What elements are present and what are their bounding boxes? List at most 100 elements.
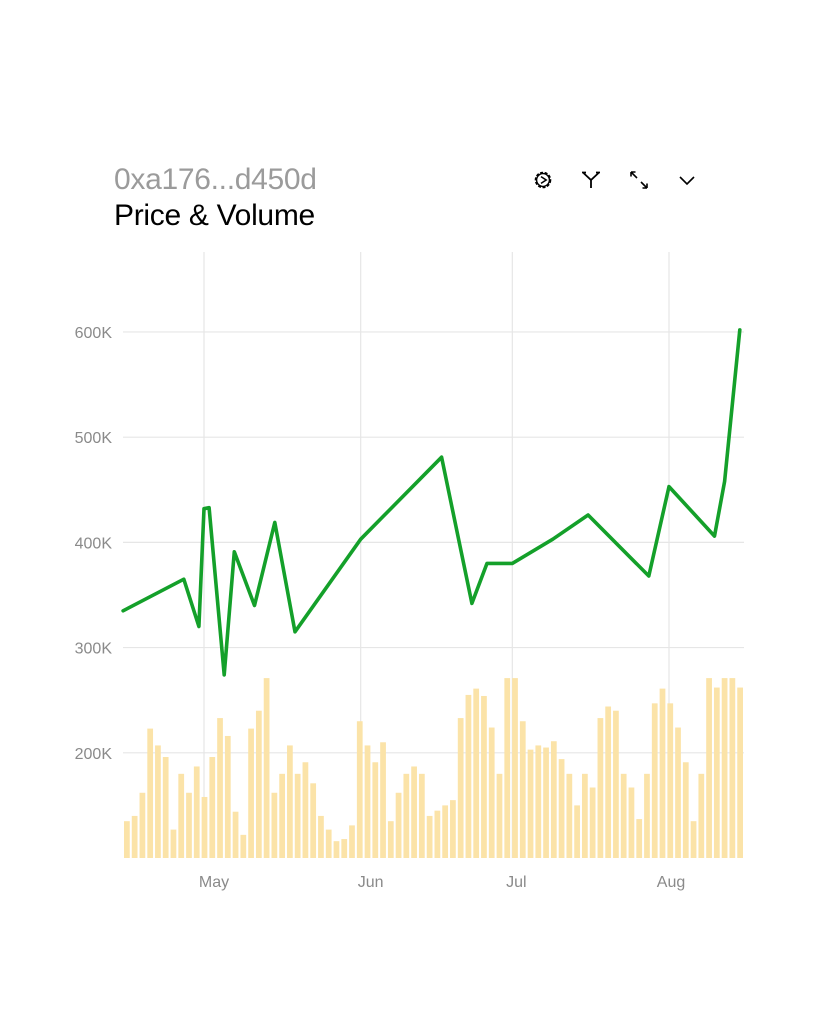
volume-bar: [706, 678, 712, 858]
settings-icon: [534, 171, 552, 189]
volume-bar: [380, 742, 386, 858]
volume-bar: [628, 787, 635, 858]
volume-bar: [302, 762, 309, 858]
volume-bar: [465, 694, 472, 858]
x-tick-label: Jun: [358, 874, 384, 891]
volume-bar: [395, 792, 402, 858]
volume-bar: [411, 766, 417, 858]
volume-bar: [713, 687, 720, 858]
volume-bar: [644, 773, 650, 858]
volume-bar: [558, 759, 565, 858]
y-tick-label: 600K: [75, 325, 113, 342]
expand-icon: [630, 171, 648, 189]
volume-bar: [294, 773, 301, 858]
volume-bar: [605, 706, 612, 858]
volume-bar: [333, 841, 340, 858]
volume-bar: [155, 745, 161, 858]
volume-bar: [721, 678, 728, 858]
volume-bar: [543, 747, 549, 858]
y-tick-label: 300K: [75, 641, 113, 658]
volume-bar: [519, 721, 526, 858]
volume-bar: [232, 811, 239, 858]
volume-bar: [271, 792, 278, 858]
volume-bar: [682, 762, 689, 858]
volume-bar: [574, 805, 580, 858]
volume-bar: [193, 766, 200, 858]
volume-bar: [450, 800, 456, 858]
volume-bar: [209, 757, 216, 858]
chart-toolbar: [530, 166, 700, 194]
volume-bar: [659, 688, 666, 858]
volume-bar: [589, 787, 596, 858]
volume-bar: [287, 745, 293, 858]
y-tick-label: 400K: [75, 535, 113, 552]
volume-bar: [504, 678, 511, 858]
volume-bar: [147, 728, 154, 858]
volume-bar: [240, 834, 247, 858]
volume-bar: [457, 718, 464, 858]
price-line: [121, 328, 742, 677]
volume-bar: [310, 783, 317, 858]
volume-bar: [488, 727, 495, 858]
x-tick-label: Aug: [657, 874, 685, 891]
volume-bar: [729, 678, 736, 858]
volume-bar: [186, 792, 192, 858]
volume-bar: [651, 703, 658, 858]
volume-bar: [318, 815, 324, 858]
volume-bar: [737, 687, 743, 858]
volume-bar: [387, 821, 394, 858]
volume-bar: [566, 773, 573, 858]
volume-bar: [481, 695, 487, 858]
settings-button[interactable]: [530, 166, 556, 194]
volume-bar: [620, 773, 627, 858]
volume-bar: [263, 678, 270, 858]
volume-bar: [442, 805, 449, 858]
volume-bar: [418, 773, 425, 858]
volume-bar: [667, 703, 674, 858]
volume-bar: [349, 825, 355, 858]
volume-bar: [224, 735, 231, 858]
branch-button[interactable]: [578, 166, 604, 194]
volume-bar: [426, 815, 433, 858]
chart-header: 0xa176...d450d Price & Volume: [114, 162, 317, 234]
volume-bar: [698, 773, 705, 858]
volume-bar: [403, 773, 410, 858]
volume-bar: [535, 745, 542, 858]
wallet-address: 0xa176...d450d: [114, 163, 317, 196]
volume-bar: [512, 678, 518, 858]
volume-bar: [613, 710, 619, 858]
volume-bar: [201, 796, 208, 858]
volume-bar: [550, 741, 557, 858]
volume-bar: [162, 757, 169, 858]
chevron-down-icon: [679, 176, 695, 186]
volume-bar: [364, 745, 371, 858]
volume-bar: [581, 773, 588, 858]
volume-bar: [279, 773, 286, 858]
volume-bar: [597, 718, 604, 858]
chart-title: Price & Volume: [114, 199, 315, 232]
expand-button[interactable]: [626, 166, 652, 194]
volume-bar: [139, 792, 146, 858]
volume-bar: [217, 718, 223, 858]
volume-bar: [690, 821, 697, 858]
x-tick-label: Jul: [506, 874, 526, 891]
volume-bar: [178, 773, 185, 858]
volume-bar: [248, 728, 254, 858]
volume-bar: [325, 829, 332, 858]
volume-bar: [372, 762, 379, 858]
branch-icon: [582, 171, 600, 188]
volume-bar: [255, 710, 262, 858]
volume-bar: [473, 688, 480, 858]
volume-bar: [675, 727, 681, 858]
dropdown-button[interactable]: [674, 166, 700, 194]
volume-bar: [131, 815, 138, 858]
volume-bar: [496, 773, 503, 858]
volume-bar: [356, 721, 363, 858]
volume-bar: [341, 839, 348, 858]
volume-bar: [170, 829, 177, 858]
volume-bar: [124, 821, 130, 858]
volume-bar: [527, 749, 534, 858]
volume-bar: [434, 810, 441, 858]
y-tick-label: 200K: [75, 746, 113, 763]
